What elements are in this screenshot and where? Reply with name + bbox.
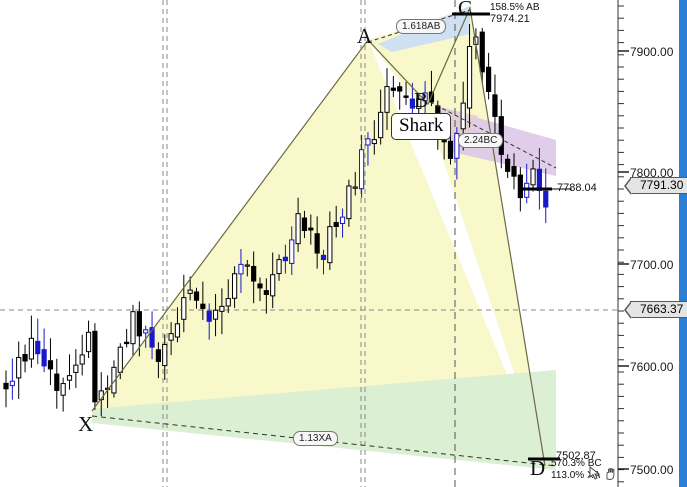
vertical-scrollbar[interactable] (679, 0, 687, 487)
xa-projection-line[interactable] (91, 415, 557, 467)
last-price-tag[interactable]: 7791.30 (623, 177, 687, 195)
point-c-ratio: 158.5% AB (490, 2, 540, 13)
pattern-point-c[interactable]: C (458, 0, 473, 20)
pattern-skeleton-line[interactable] (91, 5, 546, 467)
pattern-point-d[interactable]: D (530, 456, 546, 480)
candlestick-series (3, 24, 549, 416)
ratio-pill-1618ab[interactable]: 1.618AB (396, 19, 447, 34)
bc-projection-zone (368, 8, 545, 466)
hand-cursor-icon (604, 467, 618, 483)
ratio-pill-113xa[interactable]: 1.13XA (293, 431, 338, 446)
axis-tick-label-7600: 7600.00 (630, 360, 674, 374)
point-c-price: 7974.21 (490, 13, 530, 25)
pattern-point-a[interactable]: A (357, 24, 373, 48)
price-axis-ticks (618, 5, 629, 483)
pattern-point-x[interactable]: X (78, 412, 94, 436)
crosshair-price-tag[interactable]: 7663.37 (623, 301, 687, 319)
point-d-price: 7502.87 (556, 450, 596, 462)
axis-tick-label-7800: 7800.00 (630, 166, 674, 180)
ratio-pill-224bc[interactable]: 2.24BC (458, 133, 504, 148)
ac-projection-line[interactable] (367, 9, 471, 43)
target-zone-green (92, 370, 556, 470)
pattern-name-label[interactable]: Shark (391, 113, 452, 140)
arrow-cursor-icon (589, 465, 602, 482)
axis-tick-label-7700: 7700.00 (630, 258, 674, 272)
pattern-point-b[interactable]: B (414, 88, 429, 112)
axis-tick-label-7500: 7500.00 (630, 463, 674, 477)
point-d-ratio-xa: 113.0% XA (551, 470, 601, 481)
axis-tick-label-7900: 7900.00 (630, 45, 674, 59)
point-d-ratio-bc: 570.3% BC (551, 458, 602, 469)
level-price-label: 7788.04 (557, 182, 597, 194)
